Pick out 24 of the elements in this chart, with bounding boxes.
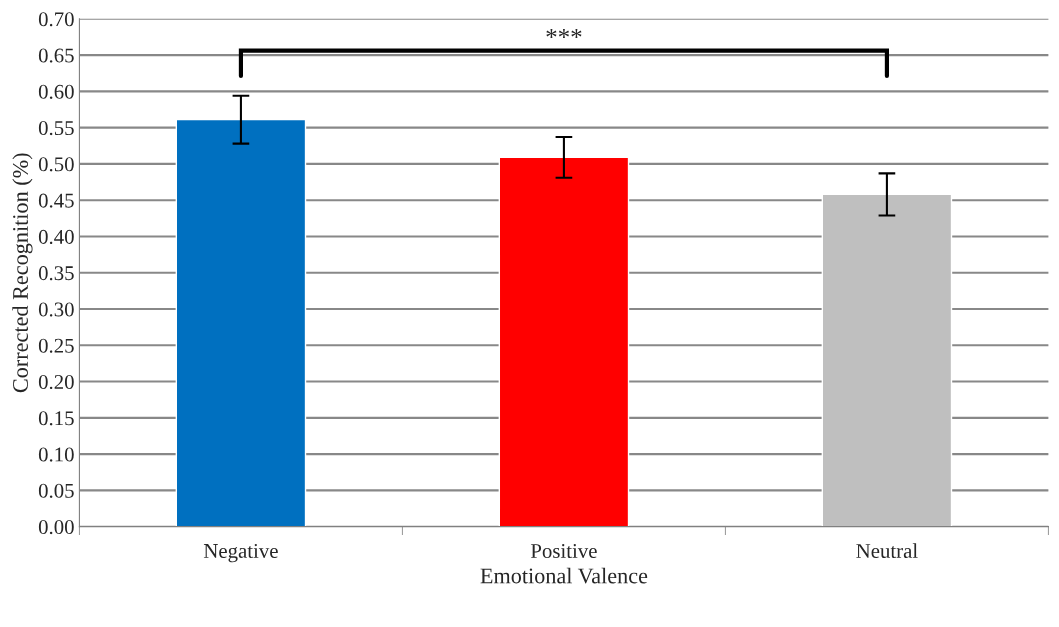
y-tick-label: 0.25 [38,338,74,353]
y-tick-label: 0.10 [38,447,74,462]
bar [498,156,630,527]
bar [175,118,307,527]
bar [821,193,953,527]
x-tick-label: Negative [203,543,278,563]
y-tick-label: 0.70 [38,12,74,27]
y-tick-label: 0.15 [38,411,74,426]
x-tick-label: Positive [530,544,597,559]
y-tick-label: 0.20 [38,374,74,390]
x-tick-label: Neutral [856,543,918,559]
x-axis-title: Emotional Valence [480,567,648,584]
y-tick-label: 0.30 [38,302,74,317]
y-tick-label: 0.05 [38,483,74,498]
y-tick-label: 0.45 [38,193,74,208]
y-tick-label: 0.40 [38,229,74,244]
y-tick-label: 0.60 [38,84,74,99]
y-tick-label: 0.65 [38,48,74,63]
y-axis-title: Corrected Recognition (%) [12,153,33,393]
y-tick-label: 0.55 [38,121,74,136]
y-tick-label: 0.50 [38,157,74,172]
annotation: *** [546,28,582,39]
y-tick-label: 0.00 [38,520,74,535]
y-tick-label: 0.35 [38,266,74,281]
